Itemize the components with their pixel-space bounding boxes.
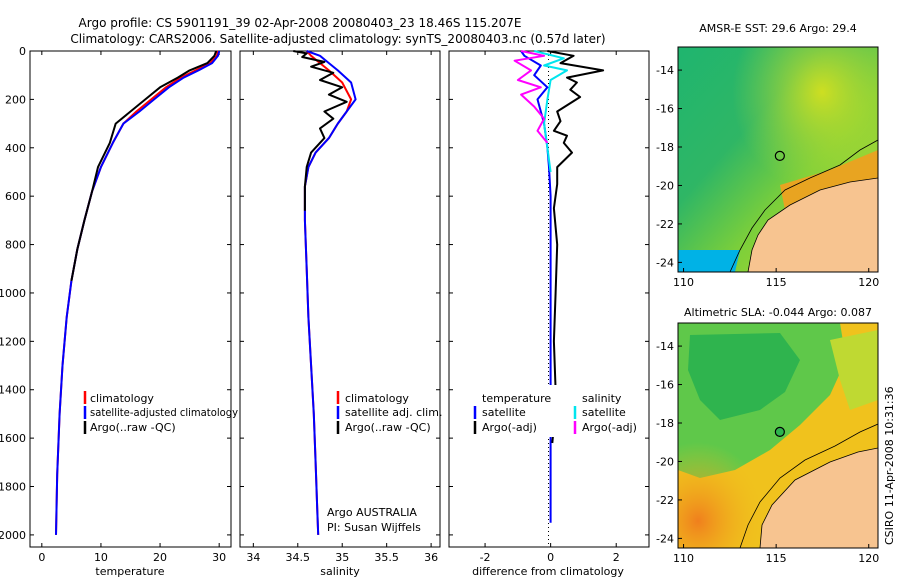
x-tick-label: 34.5 [286,551,311,564]
temperature-argo-raw-qc-line [70,50,218,282]
sla-coastline [739,423,878,548]
annotation-argo-australia: Argo AUSTRALIA [327,506,417,519]
legend-label-sal-satellite: satellite [582,406,626,419]
map-y-tick-label: -14 [656,64,674,77]
map-y-tick-label: -16 [656,379,674,392]
annotation-pi: PI: Susan Wijffels [327,521,421,534]
salinity-xlabel: salinity [320,565,360,578]
sst-float-marker [774,150,785,161]
sst-coastline [729,139,878,272]
legend-header-salinity: salinity [582,392,622,405]
difference-xlabel: difference from climatology [472,565,624,578]
sla-map-title: Altimetric SLA: -0.044 Argo: 0.087 [684,306,872,319]
sst-axes [677,46,879,273]
map-x-tick-label: 120 [858,552,879,565]
salinity-panel: 34 34.5 35 35.5 36 salinity climatology sate… [239,50,442,578]
legend-label-satellite: satellite-adjusted climatology [90,406,238,419]
legend-label-climatology: climatology [345,392,409,405]
map-x-tick-label: 115 [766,552,787,565]
figure-subtitle: Climatology: CARS2006. Satellite-adjuste… [70,32,605,46]
legend-label-temp-argo: Argo(-adj) [482,421,537,434]
y-tick-label: 1600 [0,432,26,445]
salinity-argo-raw-qc-line [293,50,348,211]
difference-legend: temperature salinity satellite Argo(-adj… [468,385,642,437]
salinity-satellite-adj-clim-line [303,50,357,535]
temperature-legend: climatology satellite-adjusted climatolo… [83,391,238,434]
map-y-tick-label: -18 [656,141,674,154]
map-y-tick-label: -24 [656,256,674,269]
y-tick-label: 0 [19,45,26,58]
salinity-axes [239,50,441,548]
y-tick-label: 200 [5,93,26,106]
x-tick-label: 0 [38,551,45,564]
sst-coastline-shelf [747,177,878,272]
salinity-legend: climatology satellite adj. clim. Argo(..… [336,391,442,434]
legend-label-argo: Argo(..raw -QC) [90,421,176,434]
difference-salinity-argo-adj-line [513,50,549,144]
sst-cool-band [678,250,740,272]
temperature-axes [29,50,232,548]
x-tick-label: 20 [153,551,167,564]
x-tick-label: 0 [547,551,554,564]
sla-float-marker [774,426,785,437]
y-tick-label: 1800 [0,481,26,494]
x-tick-label: 35 [335,551,349,564]
legend-label-climatology: climatology [90,392,154,405]
temperature-satellite-adjusted-climatology-line [55,50,221,535]
x-tick-label: 34 [246,551,260,564]
legend-label-argo: Argo(..raw -QC) [345,421,431,434]
sla-coastline-shelf [759,447,878,548]
map-y-tick-label: -14 [656,340,674,353]
map-y-tick-label: -18 [656,417,674,430]
temperature-climatology-line [55,50,219,535]
y-tick-label: 2000 [0,529,26,542]
y-tick-label: 800 [5,239,26,252]
map-y-tick-label: -24 [656,532,674,545]
legend-label-temp-satellite: satellite [482,406,526,419]
map-y-tick-label: -22 [656,218,674,231]
temperature-panel: 0 10 20 30 0 200 400 600 800 1000 1200 1400 1600 1800… [0,45,238,578]
x-tick-label: 30 [212,551,226,564]
map-x-tick-label: 115 [766,276,787,289]
map-x-tick-label: 110 [673,276,694,289]
y-tick-label: 1200 [0,335,26,348]
sla-land [760,448,878,548]
difference-salinity-satellite-line [533,50,568,173]
map-y-tick-label: -20 [656,179,674,192]
sla-axes [677,322,879,549]
map-y-tick-label: -16 [656,103,674,116]
x-tick-label: 35.5 [374,551,399,564]
y-tick-label: 600 [5,190,26,203]
difference-temperature-argo-adj-line [547,50,605,444]
sst-map-title: AMSR-E SST: 29.6 Argo: 29.4 [699,22,857,35]
figure-title: Argo profile: CS 5901191_39 02-Apr-2008 … [79,16,522,30]
sla-map: Altimetric SLA: -0.044 Argo: 0.087 110 11… [656,306,879,565]
x-tick-label: -2 [480,551,491,564]
legend-label-satellite: satellite adj. clim. [345,406,442,419]
difference-panel: -2 0 2 difference from climatology tempera… [448,50,650,578]
sst-map: AMSR-E SST: 29.6 Argo: 29.4 110 115 120 -14… [656,22,879,289]
x-tick-label: 10 [94,551,108,564]
map-y-tick-label: -20 [656,455,674,468]
map-y-tick-label: -22 [656,494,674,507]
y-tick-label: 400 [5,142,26,155]
difference-legend-background [468,385,642,437]
legend-header-temperature: temperature [482,392,551,405]
y-tick-label: 1000 [0,287,26,300]
difference-temperature-satellite-line [520,50,552,523]
csiro-timestamp: CSIRO 11-Apr-2008 10:31:36 [883,386,896,545]
legend-label-sal-argo: Argo(-adj) [582,421,637,434]
temperature-xlabel: temperature [95,565,164,578]
y-tick-label: 1400 [0,384,26,397]
sst-land [748,178,878,272]
x-tick-label: 2 [613,551,620,564]
map-x-tick-label: 120 [858,276,879,289]
x-tick-label: 36 [424,551,438,564]
map-x-tick-label: 110 [673,552,694,565]
